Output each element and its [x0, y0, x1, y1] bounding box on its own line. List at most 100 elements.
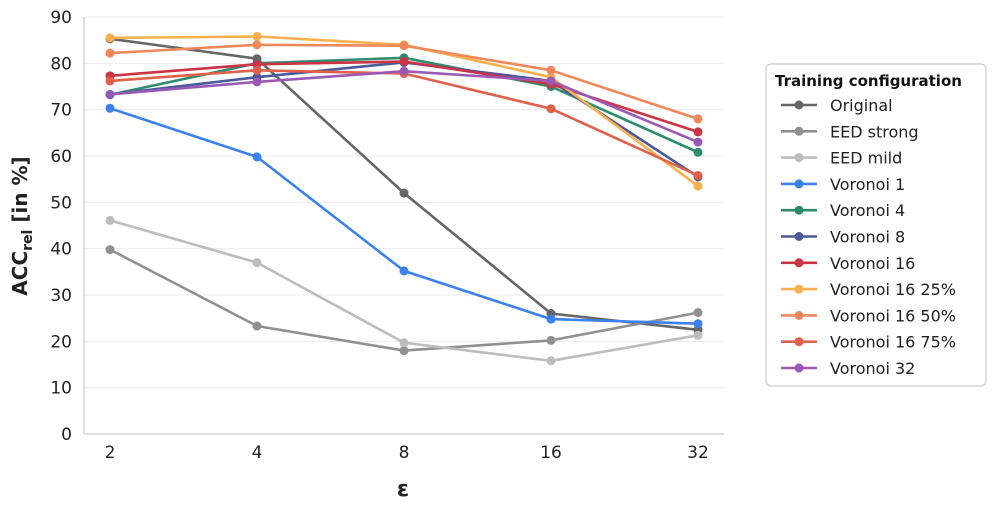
data-point-voronoi-16-75pct	[546, 104, 556, 114]
legend-label: Original	[830, 96, 893, 115]
data-point-voronoi-1	[693, 319, 703, 329]
series-voronoi-16-50pct	[105, 40, 703, 124]
legend-swatch-marker	[794, 232, 804, 241]
legend: Training configuration Original EED stron…	[765, 63, 987, 387]
y-tick-label: 50	[50, 193, 72, 213]
legend-label: Voronoi 32	[830, 359, 915, 378]
legend-swatch-marker	[794, 205, 804, 215]
series-line-eed-strong	[108, 248, 700, 352]
legend-swatch-marker	[794, 310, 804, 320]
data-point-voronoi-32	[546, 76, 556, 86]
y-tick-label: 20	[50, 332, 72, 352]
data-point-eed-mild	[399, 338, 409, 348]
data-point-voronoi-16-75pct	[693, 170, 703, 180]
legend-item-voronoi-8: Voronoi 8	[781, 228, 905, 247]
data-point-voronoi-16-50pct	[693, 114, 703, 124]
data-point-eed-strong	[105, 245, 115, 255]
y-tick-label: 90	[50, 8, 72, 28]
legend-item-voronoi-32: Voronoi 32	[781, 359, 915, 378]
legend-label: Voronoi 1	[830, 175, 905, 194]
legend-label: Voronoi 16	[830, 254, 915, 273]
y-tick-label: 40	[50, 240, 72, 260]
x-axis-title: ε	[397, 477, 409, 502]
series-line-voronoi-1	[108, 107, 700, 326]
y-axis-title: ACCrel [in %]	[8, 156, 36, 295]
legend-label: Voronoi 16 25%	[830, 280, 956, 299]
y-axis-title-main: ACC	[8, 251, 32, 296]
y-tick-label: 80	[50, 54, 72, 74]
series-eed-mild	[105, 215, 703, 366]
data-point-eed-strong	[693, 308, 703, 318]
x-tick-label: 8	[399, 443, 410, 463]
y-tick-label: 60	[50, 147, 72, 167]
data-point-voronoi-16-50pct	[399, 41, 409, 51]
data-point-voronoi-1	[399, 266, 409, 276]
data-point-voronoi-1	[546, 314, 556, 324]
data-point-eed-mild	[546, 356, 556, 366]
y-tick-label: 30	[50, 286, 72, 306]
data-point-voronoi-32	[252, 77, 262, 87]
legend-swatch-marker	[794, 100, 804, 110]
series-eed-strong	[105, 245, 703, 356]
data-point-eed-strong	[252, 321, 262, 331]
x-tick-label: 2	[105, 443, 116, 463]
data-point-voronoi-16-25pct	[105, 33, 115, 43]
data-point-voronoi-16-25pct	[252, 31, 262, 41]
legend-item-eed-strong: EED strong	[781, 122, 919, 141]
data-point-voronoi-16-75pct	[105, 76, 115, 86]
data-point-eed-mild	[252, 258, 262, 268]
legend-label: Voronoi 8	[830, 228, 905, 247]
series-lines	[105, 31, 703, 366]
data-point-eed-mild	[693, 330, 703, 340]
data-point-voronoi-1	[252, 152, 262, 162]
series-line-original	[108, 37, 700, 332]
legend-item-voronoi-16: Voronoi 16	[781, 254, 915, 273]
series-original	[105, 34, 703, 335]
legend-item-voronoi-16-75pct: Voronoi 16 75%	[781, 333, 956, 352]
legend-swatch-marker	[794, 258, 804, 268]
data-point-eed-strong	[546, 335, 556, 345]
data-point-voronoi-16	[399, 56, 409, 66]
data-point-voronoi-16-25pct	[693, 181, 703, 191]
series-voronoi-1	[105, 103, 703, 329]
y-axis-title-subscript: rel	[20, 230, 36, 251]
data-point-voronoi-16-50pct	[252, 40, 262, 50]
data-point-voronoi-32	[105, 89, 115, 99]
data-point-voronoi-16-50pct	[546, 65, 556, 75]
legend-item-voronoi-16-25pct: Voronoi 16 25%	[781, 280, 956, 299]
data-point-voronoi-16-50pct	[105, 48, 115, 58]
legend-label: Voronoi 16 75%	[830, 333, 956, 352]
legend-item-eed-mild: EED mild	[781, 149, 902, 168]
data-point-original	[399, 188, 409, 198]
legend-swatch-marker	[794, 337, 804, 347]
legend-label: EED strong	[830, 122, 919, 141]
legend-item-voronoi-4: Voronoi 4	[781, 201, 905, 220]
legend-label: Voronoi 16 50%	[830, 306, 956, 325]
axes: 0 10 20 30 40 50 60 70 80 90 2 4 8 16 32	[50, 8, 724, 463]
series-voronoi-32	[105, 66, 703, 147]
data-point-voronoi-16	[693, 127, 703, 137]
legend-label: Voronoi 4	[830, 201, 905, 220]
x-tick-label: 4	[252, 443, 263, 463]
series-line-voronoi-32	[108, 69, 700, 144]
y-axis-title-suffix: [in %]	[8, 156, 32, 229]
legend-swatch-marker	[794, 153, 804, 163]
legend-label: EED mild	[830, 149, 902, 168]
legend-items: Original EED strong EED mild Voronoi 1 Voron…	[781, 96, 956, 378]
legend-swatch-marker	[794, 363, 804, 373]
data-point-voronoi-32	[693, 137, 703, 147]
y-tick-label: 70	[50, 101, 72, 121]
data-point-voronoi-32	[399, 66, 409, 76]
legend-item-original: Original	[781, 96, 893, 115]
x-tick-label: 16	[540, 443, 562, 463]
legend-swatch-marker	[794, 179, 804, 189]
data-point-eed-mild	[105, 215, 115, 225]
legend-frame	[765, 63, 987, 387]
legend-item-voronoi-16-50pct: Voronoi 16 50%	[781, 306, 956, 325]
legend-title: Training configuration	[775, 72, 962, 90]
data-point-eed-strong	[399, 346, 409, 356]
legend-swatch-marker	[794, 126, 804, 136]
data-point-voronoi-16-75pct	[252, 65, 262, 75]
x-tick-label: 32	[687, 443, 709, 463]
